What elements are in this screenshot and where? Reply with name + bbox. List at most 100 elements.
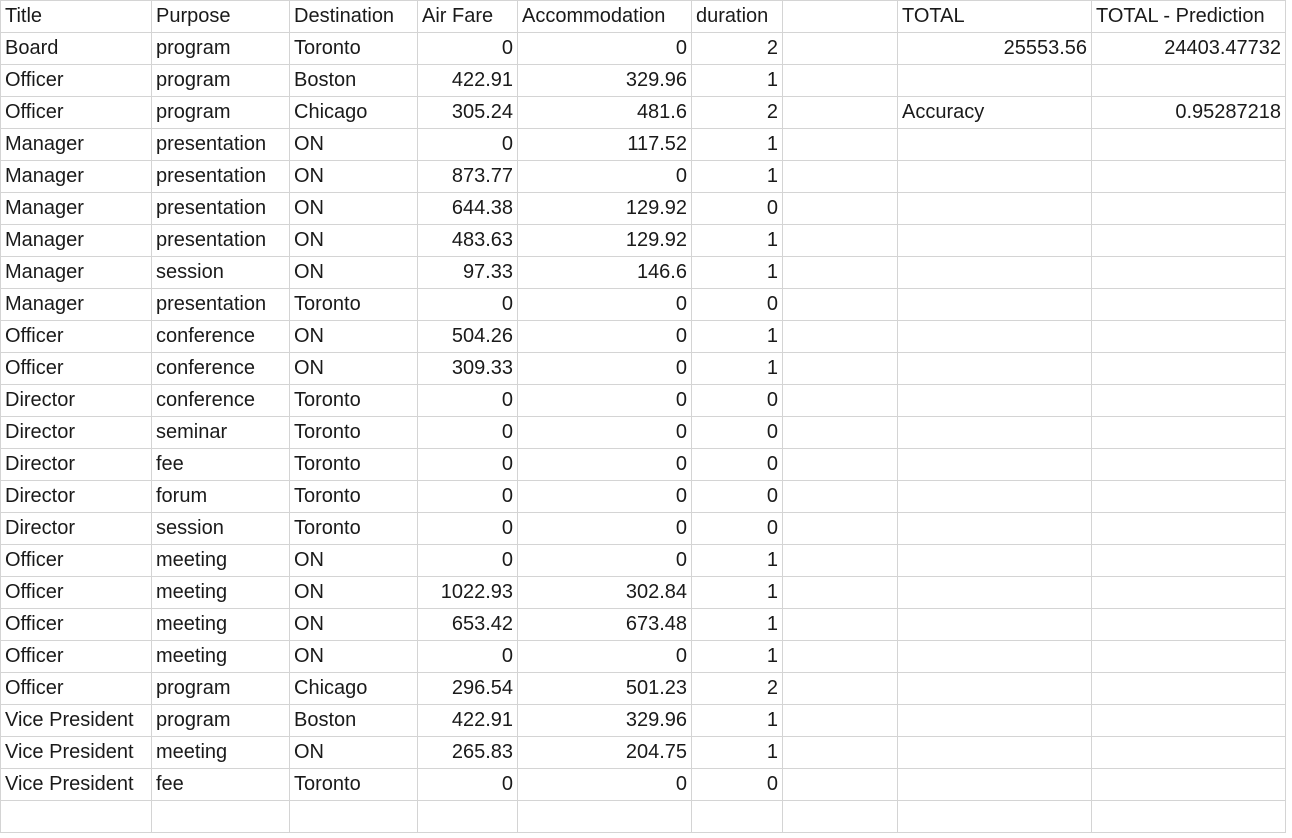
cell-destination[interactable]: Toronto bbox=[289, 32, 418, 65]
cell-purpose[interactable]: program bbox=[151, 96, 290, 129]
cell-duration[interactable]: 0 bbox=[691, 192, 783, 225]
cell-total[interactable] bbox=[897, 384, 1092, 417]
cell-total[interactable] bbox=[897, 128, 1092, 161]
cell-air-fare[interactable]: 422.91 bbox=[417, 64, 518, 97]
cell-purpose[interactable]: presentation bbox=[151, 160, 290, 193]
cell-accommodation[interactable]: 0 bbox=[517, 288, 692, 321]
cell-blank[interactable] bbox=[782, 608, 898, 641]
cell-total-prediction[interactable]: 0.95287218 bbox=[1091, 96, 1286, 129]
cell-purpose[interactable]: session bbox=[151, 256, 290, 289]
cell-air-fare[interactable]: 873.77 bbox=[417, 160, 518, 193]
header-cell-accommodation[interactable]: Accommodation bbox=[517, 0, 692, 33]
cell-blank[interactable] bbox=[782, 416, 898, 449]
cell-total-prediction[interactable] bbox=[1091, 224, 1286, 257]
cell-blank[interactable] bbox=[782, 224, 898, 257]
cell-title[interactable]: Officer bbox=[0, 64, 152, 97]
cell-total-prediction[interactable] bbox=[1091, 608, 1286, 641]
cell-accommodation[interactable]: 329.96 bbox=[517, 704, 692, 737]
cell-air-fare[interactable]: 296.54 bbox=[417, 672, 518, 705]
cell-accommodation[interactable]: 0 bbox=[517, 448, 692, 481]
cell-destination[interactable]: Toronto bbox=[289, 416, 418, 449]
cell-total-prediction[interactable] bbox=[1091, 512, 1286, 545]
cell-blank[interactable] bbox=[782, 480, 898, 513]
cell-duration[interactable]: 0 bbox=[691, 448, 783, 481]
cell-title[interactable]: Manager bbox=[0, 160, 152, 193]
cell-purpose[interactable]: presentation bbox=[151, 128, 290, 161]
cell-duration[interactable]: 0 bbox=[691, 384, 783, 417]
cell-total[interactable] bbox=[897, 608, 1092, 641]
cell-purpose[interactable]: conference bbox=[151, 384, 290, 417]
cell-total[interactable] bbox=[897, 640, 1092, 673]
cell-destination[interactable]: ON bbox=[289, 576, 418, 609]
cell-total-prediction[interactable] bbox=[1091, 672, 1286, 705]
cell-title[interactable]: Manager bbox=[0, 256, 152, 289]
cell-purpose[interactable]: program bbox=[151, 672, 290, 705]
cell-air-fare[interactable]: 0 bbox=[417, 512, 518, 545]
cell-purpose[interactable]: meeting bbox=[151, 640, 290, 673]
cell-accommodation[interactable]: 0 bbox=[517, 384, 692, 417]
cell-title[interactable]: Officer bbox=[0, 96, 152, 129]
cell-total[interactable] bbox=[897, 704, 1092, 737]
cell-total[interactable] bbox=[897, 224, 1092, 257]
cell-blank[interactable] bbox=[782, 64, 898, 97]
cell-accommodation[interactable]: 329.96 bbox=[517, 64, 692, 97]
cell-duration[interactable]: 2 bbox=[691, 672, 783, 705]
cell-total[interactable] bbox=[897, 352, 1092, 385]
cell-duration[interactable]: 1 bbox=[691, 736, 783, 769]
cell-title[interactable]: Officer bbox=[0, 352, 152, 385]
cell-destination[interactable]: ON bbox=[289, 224, 418, 257]
cell-title[interactable]: Board bbox=[0, 32, 152, 65]
cell-destination[interactable]: ON bbox=[289, 320, 418, 353]
cell-duration[interactable]: 1 bbox=[691, 608, 783, 641]
cell-title[interactable]: Officer bbox=[0, 320, 152, 353]
cell-accommodation[interactable]: 0 bbox=[517, 512, 692, 545]
cell-total[interactable] bbox=[897, 544, 1092, 577]
cell-accommodation[interactable]: 129.92 bbox=[517, 224, 692, 257]
cell-duration[interactable]: 1 bbox=[691, 640, 783, 673]
cell-total-prediction[interactable] bbox=[1091, 544, 1286, 577]
cell-blank[interactable] bbox=[782, 800, 898, 833]
cell-title[interactable]: Director bbox=[0, 448, 152, 481]
cell-accommodation[interactable]: 0 bbox=[517, 768, 692, 801]
cell-accommodation[interactable]: 302.84 bbox=[517, 576, 692, 609]
cell-total-prediction[interactable] bbox=[1091, 480, 1286, 513]
cell-accommodation[interactable] bbox=[517, 800, 692, 833]
header-cell-duration[interactable]: duration bbox=[691, 0, 783, 33]
cell-duration[interactable]: 1 bbox=[691, 576, 783, 609]
cell-duration[interactable] bbox=[691, 800, 783, 833]
cell-purpose[interactable] bbox=[151, 800, 290, 833]
header-cell-total[interactable]: TOTAL bbox=[897, 0, 1092, 33]
cell-air-fare[interactable]: 305.24 bbox=[417, 96, 518, 129]
cell-destination[interactable]: Toronto bbox=[289, 288, 418, 321]
cell-blank[interactable] bbox=[782, 704, 898, 737]
cell-blank[interactable] bbox=[782, 384, 898, 417]
cell-title[interactable]: Director bbox=[0, 512, 152, 545]
cell-purpose[interactable]: presentation bbox=[151, 288, 290, 321]
cell-destination[interactable]: Toronto bbox=[289, 768, 418, 801]
cell-title[interactable]: Manager bbox=[0, 192, 152, 225]
cell-total-prediction[interactable] bbox=[1091, 768, 1286, 801]
cell-destination[interactable]: ON bbox=[289, 736, 418, 769]
cell-blank[interactable] bbox=[782, 96, 898, 129]
cell-accommodation[interactable]: 0 bbox=[517, 544, 692, 577]
header-cell-blank[interactable] bbox=[782, 0, 898, 33]
cell-destination[interactable]: ON bbox=[289, 608, 418, 641]
cell-purpose[interactable]: conference bbox=[151, 320, 290, 353]
cell-total-prediction[interactable] bbox=[1091, 288, 1286, 321]
cell-total-prediction[interactable] bbox=[1091, 352, 1286, 385]
cell-blank[interactable] bbox=[782, 128, 898, 161]
cell-air-fare[interactable]: 1022.93 bbox=[417, 576, 518, 609]
cell-blank[interactable] bbox=[782, 512, 898, 545]
cell-destination[interactable]: ON bbox=[289, 256, 418, 289]
cell-accommodation[interactable]: 501.23 bbox=[517, 672, 692, 705]
cell-air-fare[interactable]: 0 bbox=[417, 384, 518, 417]
cell-purpose[interactable]: meeting bbox=[151, 576, 290, 609]
cell-destination[interactable] bbox=[289, 800, 418, 833]
cell-air-fare[interactable]: 653.42 bbox=[417, 608, 518, 641]
header-cell-destination[interactable]: Destination bbox=[289, 0, 418, 33]
cell-total-prediction[interactable] bbox=[1091, 128, 1286, 161]
cell-purpose[interactable]: session bbox=[151, 512, 290, 545]
cell-air-fare[interactable]: 97.33 bbox=[417, 256, 518, 289]
cell-total-prediction[interactable] bbox=[1091, 256, 1286, 289]
cell-accommodation[interactable]: 481.6 bbox=[517, 96, 692, 129]
